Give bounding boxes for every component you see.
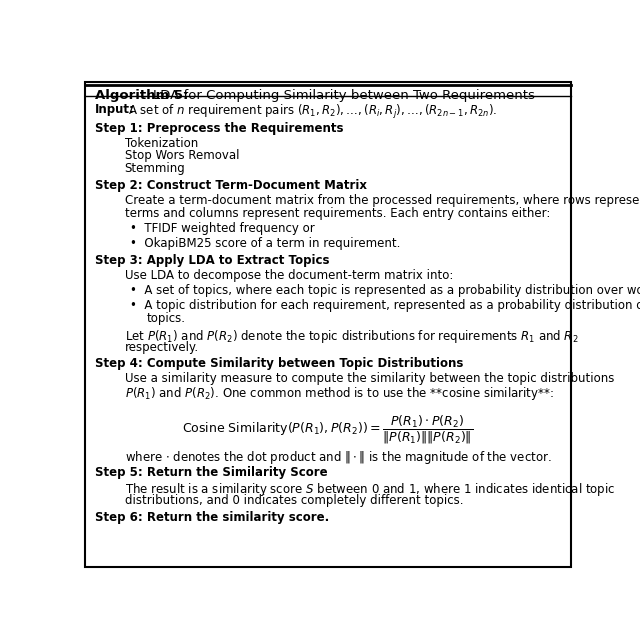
Text: $P(R_1)$ and $P(R_2)$. One common method is to use the **cosine similarity**:: $P(R_1)$ and $P(R_2)$. One common method… — [125, 385, 554, 402]
Text: Stop Wors Removal: Stop Wors Removal — [125, 149, 239, 163]
Text: Tokenization: Tokenization — [125, 136, 198, 150]
Text: The result is a similarity score $S$ between 0 and 1, where 1 indicates identica: The result is a similarity score $S$ bet… — [125, 481, 615, 498]
Text: Step 5: Return the Similarity Score: Step 5: Return the Similarity Score — [95, 466, 328, 479]
Text: Step 6: Return the similarity score.: Step 6: Return the similarity score. — [95, 511, 329, 524]
Text: •  OkapiBM25 score of a term in requirement.: • OkapiBM25 score of a term in requireme… — [129, 237, 400, 249]
Text: Step 4: Compute Similarity between Topic Distributions: Step 4: Compute Similarity between Topic… — [95, 358, 463, 370]
FancyBboxPatch shape — [85, 82, 571, 567]
Text: LDA for Computing Similarity between Two Requirements: LDA for Computing Similarity between Two… — [154, 89, 535, 102]
Text: Create a term-document matrix from the processed requirements, where rows repres: Create a term-document matrix from the p… — [125, 194, 640, 207]
Text: •  A set of topics, where each topic is represented as a probability distributio: • A set of topics, where each topic is r… — [129, 284, 640, 297]
Text: •  A topic distribution for each requirement, represented as a probability distr: • A topic distribution for each requirem… — [129, 299, 640, 312]
Text: A set of $n$ requirement pairs $(R_1,R_2),\ldots,(R_i,R_j),\ldots,(R_{2n-1},R_{2: A set of $n$ requirement pairs $(R_1,R_2… — [128, 104, 497, 122]
Text: Let $P(R_1)$ and $P(R_2)$ denote the topic distributions for requirements $R_1$ : Let $P(R_1)$ and $P(R_2)$ denote the top… — [125, 328, 578, 345]
Text: Step 3: Apply LDA to Extract Topics: Step 3: Apply LDA to Extract Topics — [95, 255, 330, 267]
Text: respectively.: respectively. — [125, 341, 199, 354]
Text: topics.: topics. — [147, 312, 186, 325]
Text: Stemming: Stemming — [125, 162, 186, 176]
Text: Algorithm 5:: Algorithm 5: — [95, 89, 188, 102]
Text: •  TFIDF weighted frequency or: • TFIDF weighted frequency or — [129, 222, 314, 235]
Text: Use a similarity measure to compute the similarity between the topic distributio: Use a similarity measure to compute the … — [125, 372, 614, 385]
Text: Use LDA to decompose the document-term matrix into:: Use LDA to decompose the document-term m… — [125, 269, 453, 282]
Text: Cosine Similarity$(P(R_1),P(R_2)) = \dfrac{P(R_1) \cdot P(R_2)}{\|P(R_1)\|\|P(R_: Cosine Similarity$(P(R_1),P(R_2)) = \dfr… — [182, 414, 474, 446]
Text: where $\cdot$ denotes the dot product and $\|\cdot\|$ is the magnitude of the ve: where $\cdot$ denotes the dot product an… — [125, 449, 551, 466]
Text: Input:: Input: — [95, 104, 135, 116]
Text: Step 2: Construct Term-Document Matrix: Step 2: Construct Term-Document Matrix — [95, 179, 367, 192]
Text: Step 1: Preprocess the Requirements: Step 1: Preprocess the Requirements — [95, 122, 344, 135]
Text: terms and columns represent requirements. Each entry contains either:: terms and columns represent requirements… — [125, 207, 550, 220]
Text: distributions, and 0 indicates completely different topics.: distributions, and 0 indicates completel… — [125, 494, 463, 507]
